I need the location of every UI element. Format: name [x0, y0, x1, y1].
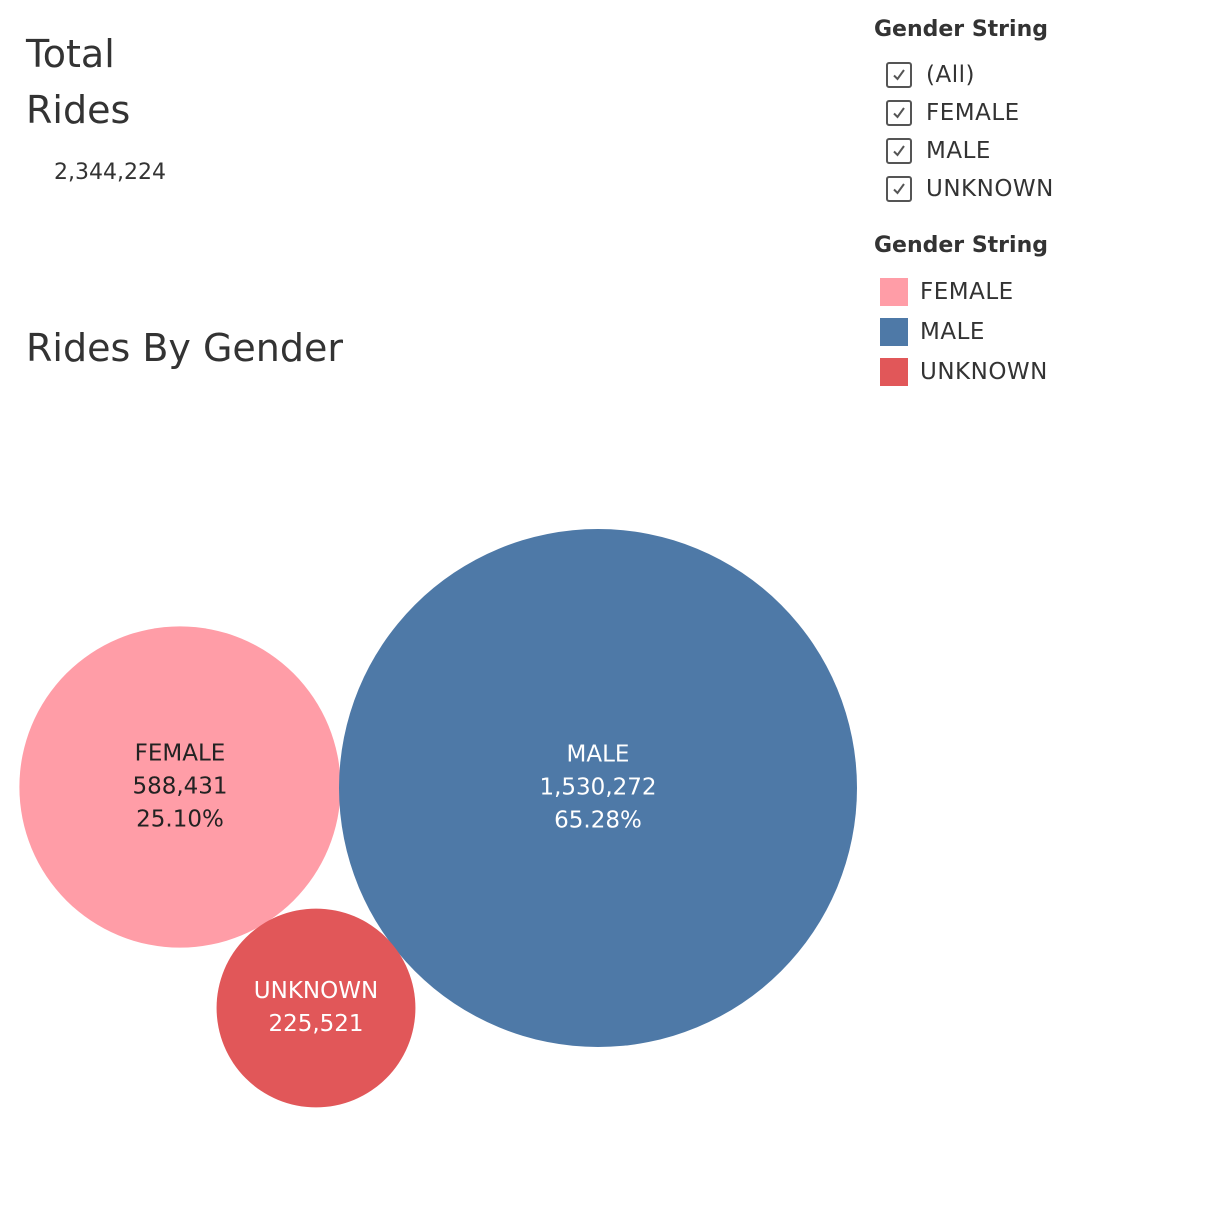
- kpi-value: 2,344,224: [54, 160, 166, 185]
- check-icon: [893, 183, 905, 195]
- kpi-title: Total Rides: [26, 32, 131, 132]
- filter-item-male[interactable]: MALE: [874, 132, 1194, 170]
- check-icon: [893, 69, 905, 81]
- legend-header: Gender String: [874, 233, 1048, 258]
- legend-item-male[interactable]: MALE: [874, 312, 1194, 352]
- bubble-label-value-female: 588,431: [132, 774, 227, 800]
- bubble-circle-unknown[interactable]: [216, 908, 416, 1108]
- bubble-label-name-male: MALE: [567, 742, 630, 768]
- checkbox-all[interactable]: [886, 62, 912, 88]
- checkbox-unknown[interactable]: [886, 176, 912, 202]
- check-icon: [893, 107, 905, 119]
- bubble-label-value-male: 1,530,272: [539, 775, 656, 801]
- filter-label: (All): [926, 62, 975, 88]
- gender-filter: Gender String (All) FEMALE MALE UNKNOWN: [874, 16, 1194, 208]
- legend-swatch-male: [880, 318, 908, 346]
- bubble-chart: FEMALE 588,431 25.10% MALE 1,530,272 65.28% UN…: [0, 400, 880, 1160]
- color-legend: Gender String FEMALE MALE UNKNOWN: [874, 232, 1194, 392]
- bubble-circle-male[interactable]: [339, 529, 857, 1047]
- filter-item-all[interactable]: (All): [874, 56, 1194, 94]
- bubble-male[interactable]: MALE 1,530,272 65.28%: [339, 529, 857, 1047]
- legend-item-female[interactable]: FEMALE: [874, 272, 1194, 312]
- bubble-female[interactable]: FEMALE 588,431 25.10%: [19, 626, 341, 948]
- checkbox-female[interactable]: [886, 100, 912, 126]
- bubble-label-percent-female: 25.10%: [136, 807, 224, 833]
- chart-title: Rides By Gender: [26, 326, 344, 370]
- bubble-label-percent-male: 65.28%: [554, 808, 642, 834]
- bubble-unknown[interactable]: UNKNOWN 225,521: [216, 908, 416, 1108]
- bubble-label-name-female: FEMALE: [135, 741, 226, 767]
- filter-label: UNKNOWN: [926, 176, 1054, 202]
- legend-label: UNKNOWN: [920, 359, 1048, 385]
- check-icon: [893, 145, 905, 157]
- bubble-label-value-unknown: 225,521: [268, 1011, 363, 1037]
- bubble-circle-female[interactable]: [19, 626, 341, 948]
- legend-label: MALE: [920, 319, 985, 345]
- bubble-label-name-unknown: UNKNOWN: [254, 978, 378, 1004]
- filter-item-unknown[interactable]: UNKNOWN: [874, 170, 1194, 208]
- legend-swatch-female: [880, 278, 908, 306]
- filter-item-female[interactable]: FEMALE: [874, 94, 1194, 132]
- filter-header: Gender String: [874, 17, 1048, 42]
- filter-label: MALE: [926, 138, 991, 164]
- legend-swatch-unknown: [880, 358, 908, 386]
- legend-item-unknown[interactable]: UNKNOWN: [874, 352, 1194, 392]
- filter-label: FEMALE: [926, 100, 1020, 126]
- legend-label: FEMALE: [920, 279, 1014, 305]
- bubble-chart-svg: FEMALE 588,431 25.10% MALE 1,530,272 65.28% UN…: [19, 529, 857, 1108]
- checkbox-male[interactable]: [886, 138, 912, 164]
